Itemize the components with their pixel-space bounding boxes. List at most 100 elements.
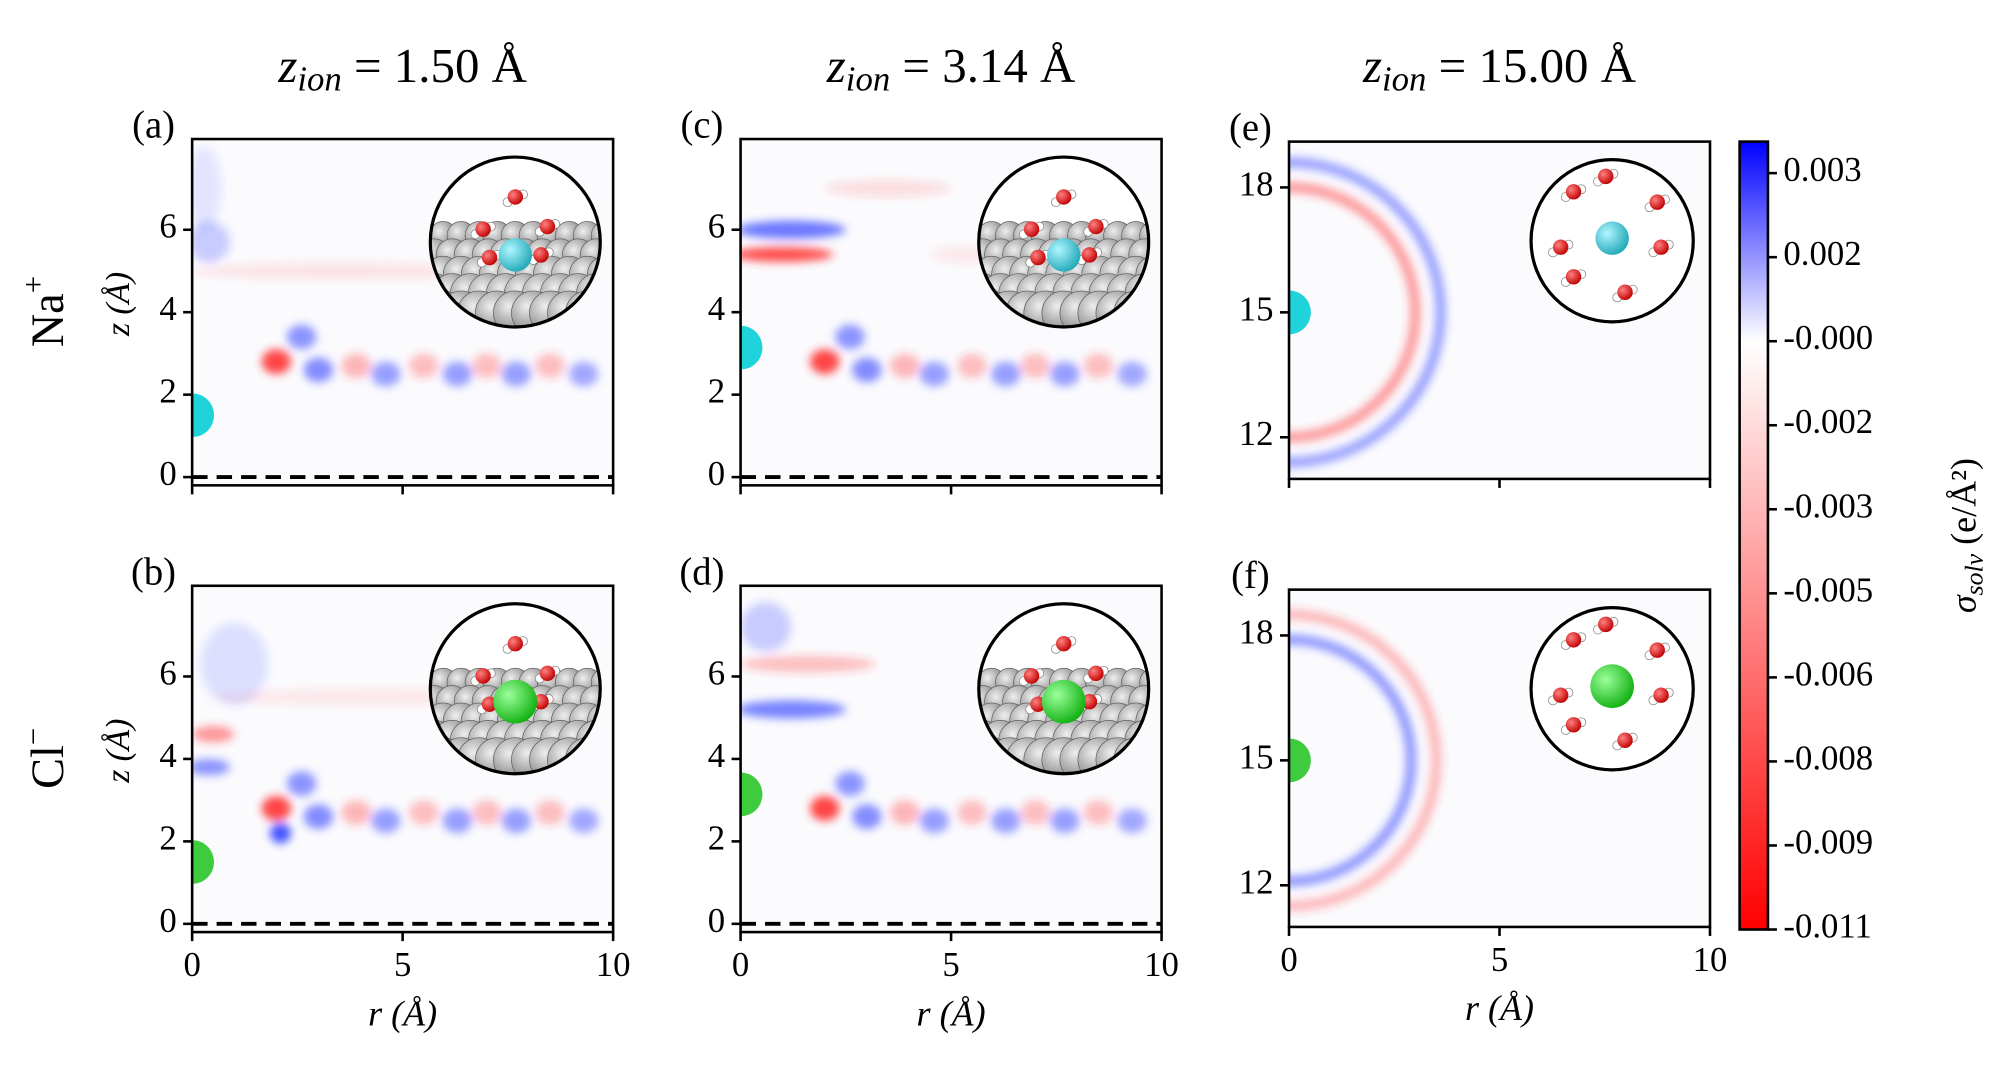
water-o xyxy=(1653,239,1669,255)
inset-frame xyxy=(1529,606,1695,772)
water-o xyxy=(1617,732,1633,748)
water-o xyxy=(533,693,549,710)
x-tick-label: 5 xyxy=(942,945,959,984)
water-o xyxy=(1081,247,1098,263)
x-tick-label: 0 xyxy=(183,945,200,984)
density-blob xyxy=(472,353,502,379)
density-blob xyxy=(371,808,401,834)
density-blob xyxy=(501,808,532,834)
y-tick-label: 4 xyxy=(708,736,725,775)
density-blob xyxy=(1020,800,1051,825)
title-rest: = 3.14 Å xyxy=(890,38,1075,93)
metal-atom xyxy=(616,239,648,271)
ion xyxy=(740,325,763,370)
density-blob xyxy=(261,349,292,375)
density-blob xyxy=(1050,361,1080,387)
water-o xyxy=(1023,668,1040,684)
water-o xyxy=(1565,632,1582,648)
density xyxy=(1289,609,1442,912)
inset-frame xyxy=(977,155,1151,329)
colorbar xyxy=(1738,140,1770,931)
density-blob xyxy=(1050,808,1080,834)
metal-atom xyxy=(616,686,648,718)
water-o xyxy=(1565,717,1582,733)
colorbar-tick-label: -0.000 xyxy=(1783,318,1873,357)
row-sup: − xyxy=(15,728,50,745)
density-blob xyxy=(1083,800,1114,825)
metal-atom xyxy=(1161,274,1201,314)
panel-label: (c) xyxy=(681,105,724,147)
cb-sub: solv xyxy=(1959,553,1988,595)
density-blob xyxy=(991,361,1021,387)
row-label: Cl− xyxy=(15,728,73,789)
y-axis-label: z (Å) xyxy=(100,272,137,337)
metal-atom xyxy=(612,274,652,314)
density-blob xyxy=(192,725,235,743)
density-blob xyxy=(810,349,840,375)
y-tick-label: 6 xyxy=(159,207,176,246)
row-sup: + xyxy=(15,276,50,293)
density-blob xyxy=(740,602,792,652)
water-o xyxy=(507,189,524,205)
density-blur xyxy=(192,622,599,844)
colorbar-tick-label: 0.002 xyxy=(1783,234,1861,273)
title-var: z xyxy=(1362,38,1382,93)
row-base: Cl xyxy=(22,745,73,789)
ion xyxy=(1289,290,1311,335)
density-blob xyxy=(810,796,840,821)
density-blur xyxy=(740,602,1147,834)
density-blob xyxy=(472,800,502,825)
y-tick-label: 6 xyxy=(708,653,725,692)
y-tick-label: 6 xyxy=(159,653,176,692)
density-blob xyxy=(192,758,231,776)
x-tick-label: 0 xyxy=(1280,940,1297,979)
water-o xyxy=(1081,693,1098,710)
y-axis-label: z (Å) xyxy=(100,719,137,784)
water-o xyxy=(1552,239,1569,255)
water-o xyxy=(1649,642,1665,658)
x-axis-label: r (Å) xyxy=(1465,988,1534,1028)
ion xyxy=(192,840,215,884)
x-tick-label: 5 xyxy=(1491,940,1508,979)
density-blob xyxy=(568,808,599,834)
water-o xyxy=(1653,687,1669,703)
colorbar-tick-label: -0.002 xyxy=(1783,402,1873,441)
colorbar-tick-label: -0.009 xyxy=(1783,822,1873,861)
density-blob xyxy=(371,361,401,387)
density-blob xyxy=(835,324,865,350)
title-var: z xyxy=(277,38,297,93)
density xyxy=(740,180,1162,480)
x-axis-label: r (Å) xyxy=(917,993,986,1033)
inset-ion xyxy=(1590,664,1635,709)
density-blob xyxy=(535,353,565,379)
column-title: zion = 15.00 Å xyxy=(1362,38,1636,98)
density-blob xyxy=(1117,808,1147,834)
y-tick-label: 2 xyxy=(708,372,725,411)
density-blob xyxy=(535,800,565,825)
title-var: z xyxy=(826,38,846,93)
density xyxy=(192,622,614,926)
density-blob xyxy=(852,804,882,830)
panel-label: (f) xyxy=(1231,555,1270,597)
water-o xyxy=(1055,189,1072,205)
x-tick-label: 10 xyxy=(1144,945,1179,984)
water-o xyxy=(539,665,556,682)
density xyxy=(740,602,1162,926)
colorbar-tick-label: -0.005 xyxy=(1783,570,1873,609)
panel-label: (e) xyxy=(1229,107,1272,149)
x-tick-label: 10 xyxy=(1693,940,1728,979)
density-blob xyxy=(740,700,846,719)
y-tick-label: 2 xyxy=(708,818,725,857)
water-o xyxy=(475,668,491,684)
y-tick-label: 4 xyxy=(159,736,176,775)
density-blob xyxy=(200,622,268,706)
cb-var: σ xyxy=(1944,594,1984,613)
row-base: Na xyxy=(22,293,73,347)
x-tick-label: 0 xyxy=(732,945,749,984)
water-o xyxy=(539,218,556,235)
title-rest: = 15.00 Å xyxy=(1426,38,1636,93)
y-tick-label: 4 xyxy=(708,289,725,328)
y-tick-label: 0 xyxy=(708,454,725,493)
y-tick-label: 18 xyxy=(1239,612,1274,651)
water-o xyxy=(481,249,498,266)
